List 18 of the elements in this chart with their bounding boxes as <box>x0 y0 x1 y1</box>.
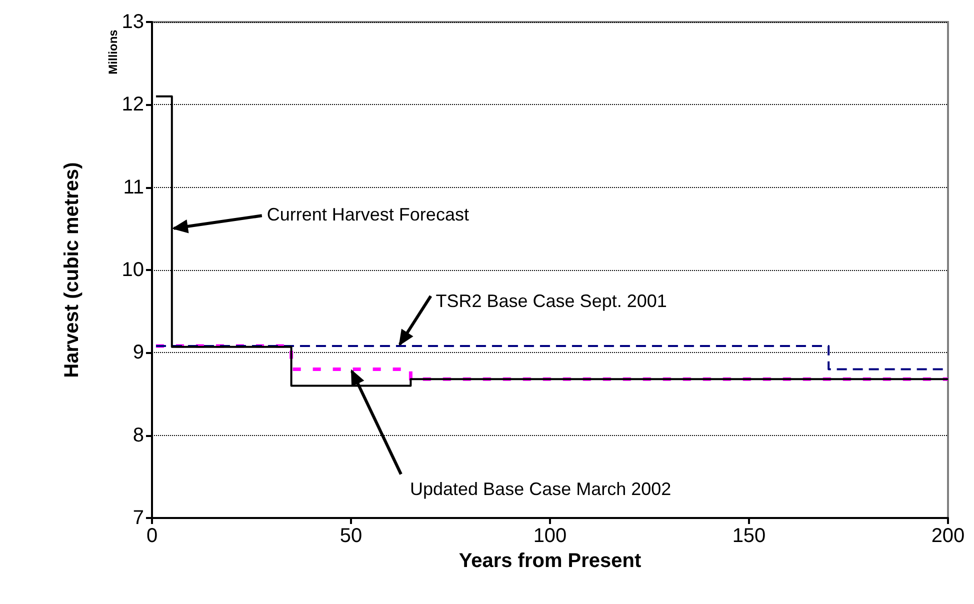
x-tick-label: 0 <box>146 525 158 547</box>
y-tick-label: 12 <box>122 94 144 116</box>
annotation: Current Harvest Forecast <box>266 204 469 225</box>
x-tick-label: 200 <box>931 525 965 547</box>
y-tick-label: 11 <box>123 176 144 198</box>
x-tick-label: 100 <box>533 525 567 547</box>
y-tick-label: 7 <box>132 507 144 529</box>
y-axis-title: Harvest (cubic metres) <box>61 162 83 378</box>
y-tick-label: 9 <box>132 342 144 364</box>
x-tick-label: 150 <box>732 525 766 547</box>
annotation: TSR2 Base Case Sept. 2001 <box>436 291 667 312</box>
y-tick-label: 8 <box>132 424 144 446</box>
annotation: Updated Base Case March 2002 <box>410 479 672 500</box>
y-tick-label: 13 <box>122 11 144 33</box>
x-axis-title: Years from Present <box>458 550 642 572</box>
text: Millions <box>106 29 120 74</box>
x-tick-label: 50 <box>340 525 362 547</box>
y-tick-label: 10 <box>122 259 144 281</box>
